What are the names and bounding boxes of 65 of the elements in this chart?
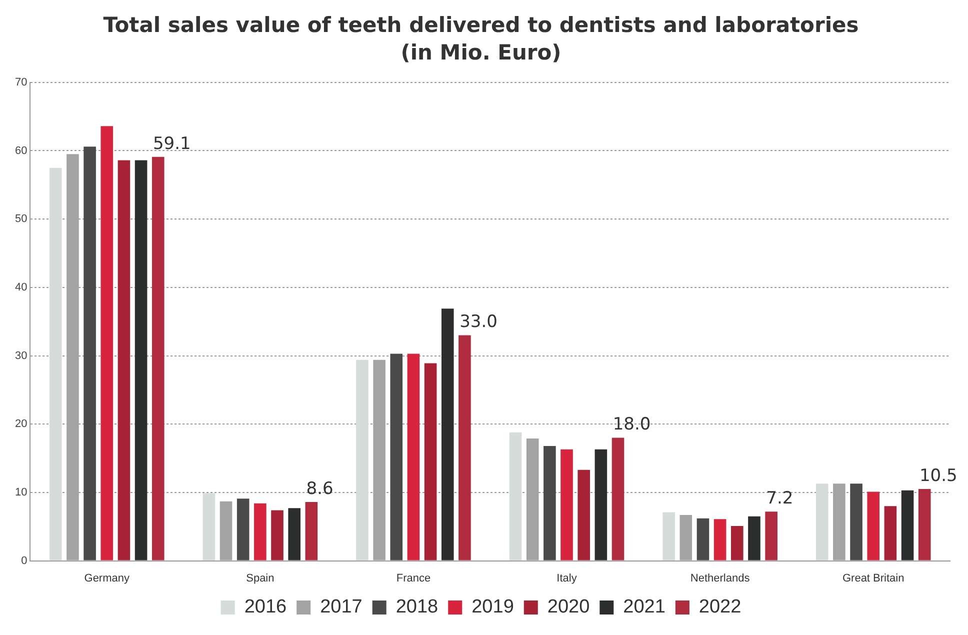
legend-label: 2021 [623,596,666,618]
bar [594,449,608,560]
bar [612,438,624,560]
bar [288,508,300,560]
bar [100,126,114,560]
x-tick-label: Netherlands [690,572,750,584]
legend-label: 2019 [472,596,514,618]
bar [407,354,420,560]
x-tick-label: Italy [556,572,578,584]
y-tick-label: 70 [14,76,28,88]
x-tick-label: France [396,572,431,584]
y-tick-label: 60 [14,144,28,157]
chart-subtitle: (in Mio. Euro) [400,40,562,64]
bar [850,484,862,560]
bar [884,506,897,560]
data-label: 33.0 [460,312,498,332]
bar [560,449,573,560]
data-label: 8.6 [306,478,334,499]
bar [390,354,403,560]
y-tick-label: 20 [14,418,28,430]
bar [118,160,130,560]
bar [424,363,437,560]
bar [662,512,675,560]
bar [765,512,778,560]
bar [714,519,726,560]
bar [748,516,760,560]
bar [271,510,284,560]
legend-label: 2018 [396,596,438,618]
y-tick-label: 0 [21,554,28,567]
bar [236,498,250,560]
y-tick-label: 40 [14,281,28,294]
bar [696,518,710,560]
bar [441,308,454,560]
bar [134,160,148,560]
bar [152,156,164,560]
data-label: 10.5 [919,466,958,486]
y-tick-label: 30 [14,350,28,362]
chart-title: Total sales value of teeth delivered to dentists and laboratories [103,13,859,38]
data-label: 7.2 [766,488,794,509]
legend-label: 2020 [547,596,590,618]
x-tick-label: Great Britain [842,572,904,584]
bar [867,492,880,560]
bar [918,489,931,560]
y-tick-label: 10 [14,486,28,498]
x-tick-label: Spain [246,572,274,584]
bar [305,502,318,560]
data-label: 18.0 [612,414,651,435]
y-tick-label: 50 [14,213,28,226]
bar [49,168,62,560]
bar [816,484,828,560]
bar [578,470,590,560]
bar [458,335,471,560]
bar [901,490,914,560]
legend-label: 2016 [244,596,287,618]
legend-label: 2022 [698,596,742,618]
bar [254,503,266,560]
bar [730,526,744,560]
bar [84,146,96,560]
x-tick-label: Germany [84,572,130,584]
bar [202,493,216,560]
data-label: 59.1 [152,134,191,154]
legend-label: 2017 [320,596,362,618]
bar [544,446,556,560]
bar [356,360,368,560]
bar [509,432,522,560]
